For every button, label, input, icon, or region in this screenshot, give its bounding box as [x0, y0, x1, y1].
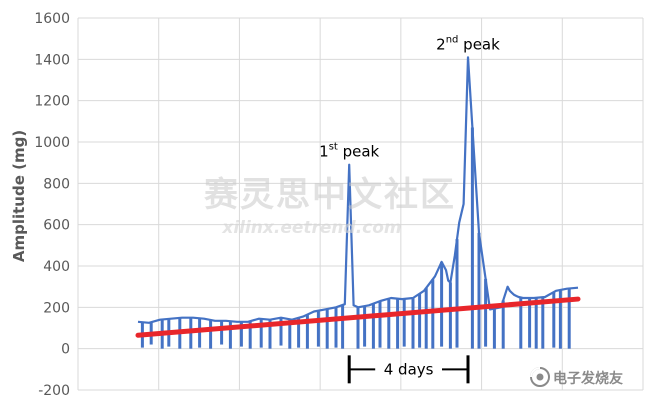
- y-tick-label: 1600: [34, 11, 70, 27]
- first-peak-word: peak: [338, 143, 380, 161]
- logo-text: 电子发烧友: [553, 370, 623, 387]
- y-tick-label: 400: [43, 259, 70, 275]
- watermark: 赛灵思中文社区 xilinx.eetrend.com: [204, 175, 456, 238]
- y-tick-label: 200: [43, 300, 70, 316]
- watermark-cn-text: 赛灵思中文社区: [204, 175, 456, 215]
- y-tick-label: 1400: [34, 52, 70, 68]
- second-peak-label: 2nd peak: [436, 34, 500, 53]
- second-peak-number: 2: [436, 35, 446, 53]
- elecfans-logo: 电子发烧友: [530, 367, 623, 387]
- interval-label: 4 days: [384, 360, 434, 378]
- y-tick-label: 1000: [34, 135, 70, 151]
- measured-signal-line: [137, 56, 579, 324]
- y-axis-title: Amplitude (mg): [10, 130, 28, 262]
- chart-grid: [77, 17, 644, 391]
- y-axis-ticks: -200 0 200 400 600 800 1000 1200 1400 1600: [34, 11, 70, 399]
- watermark-url-text: xilinx.eetrend.com: [221, 218, 401, 238]
- first-peak-suffix: st: [329, 142, 338, 153]
- y-tick-label: 1200: [34, 94, 70, 110]
- second-peak-word: peak: [458, 35, 500, 53]
- elecfans-logo-icon: [530, 367, 550, 387]
- first-peak-number: 1: [319, 143, 329, 161]
- first-peak-label: 1st peak: [319, 142, 379, 161]
- second-peak-suffix: nd: [446, 34, 459, 45]
- y-tick-label: 800: [43, 176, 70, 192]
- trend-line: [135, 296, 581, 338]
- y-tick-label: 0: [61, 342, 70, 358]
- y-tick-label: -200: [38, 383, 70, 399]
- interval-marker: 4 days: [347, 355, 470, 384]
- signal-dropouts: [140, 127, 571, 349]
- y-tick-label: 600: [43, 218, 70, 234]
